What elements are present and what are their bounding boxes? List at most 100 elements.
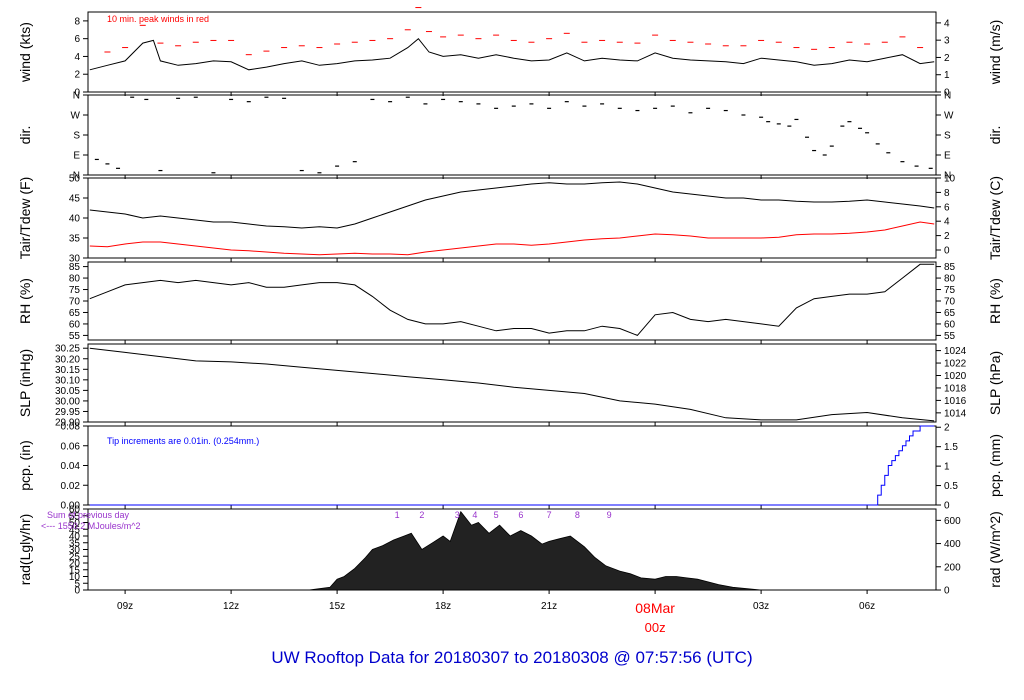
rad-sum-value: <--- 1550.2 MJoules/m^2 xyxy=(41,521,141,531)
right-tick-label: 2 xyxy=(944,423,950,434)
right-tick-label: 75 xyxy=(944,285,956,296)
right-tick-label: E xyxy=(944,151,951,162)
rad-marker-label: 7 xyxy=(547,510,552,520)
rh-series-line xyxy=(89,263,935,336)
right-tick-label: 1.5 xyxy=(944,442,958,453)
rad-marker-label: 9 xyxy=(607,510,612,520)
x-tick-label: 09z xyxy=(117,601,133,612)
right-tick-label: 2 xyxy=(944,231,950,242)
ylabel-right: pcp. (mm) xyxy=(987,434,1003,497)
figure-title: UW Rooftop Data for 20180307 to 20180308… xyxy=(271,648,753,667)
left-tick-label: 60 xyxy=(69,505,81,516)
wind-note: 10 min. peak winds in red xyxy=(107,14,209,24)
right-tick-label: 1016 xyxy=(944,396,967,407)
left-tick-label: 20 xyxy=(69,559,81,570)
left-tick-label: 0.06 xyxy=(61,441,81,452)
left-tick-label: 55 xyxy=(69,331,81,342)
left-tick-label: 80 xyxy=(69,274,81,285)
left-tick-label: 0.02 xyxy=(61,481,81,492)
right-tick-label: 60 xyxy=(944,319,956,330)
rad-series-area xyxy=(308,510,762,591)
left-tick-label: 30.10 xyxy=(55,375,80,386)
rad-marker-label: 8 xyxy=(575,510,580,520)
x-tick-label: 21z xyxy=(541,601,557,612)
right-tick-label: 2 xyxy=(944,53,950,64)
left-tick-label: 25 xyxy=(69,552,81,563)
left-tick-label: 0.08 xyxy=(61,422,81,433)
right-tick-label: 0.5 xyxy=(944,481,958,492)
left-tick-label: 65 xyxy=(69,308,81,319)
ylabel-left: Tair/Tdew (F) xyxy=(17,177,33,259)
panel-temp: Tair/Tdew (F) Tair/Tdew (C) 30 35 40 45 50 0 2 4 6… xyxy=(17,174,1003,265)
left-tick-label: 30.05 xyxy=(55,386,80,397)
left-tick-label: 35 xyxy=(69,538,81,549)
right-tick-label: N xyxy=(944,171,951,182)
date-label: 08Mar xyxy=(635,600,675,616)
right-tick-label: W xyxy=(944,111,954,122)
right-tick-label: 1 xyxy=(944,70,950,81)
ylabel-left: RH (%) xyxy=(17,278,33,324)
right-tick-label: 1 xyxy=(944,462,950,473)
left-tick-label: 45 xyxy=(69,525,81,536)
left-tick-label: 0 xyxy=(74,586,80,597)
right-tick-label: 70 xyxy=(944,297,956,308)
left-tick-label: 6 xyxy=(74,34,80,45)
left-tick-label: 50 xyxy=(69,174,81,185)
left-tick-label: 30.15 xyxy=(55,365,80,376)
right-tick-label: 3 xyxy=(944,36,950,47)
right-tick-label: 4 xyxy=(944,217,950,228)
panel-slp: SLP (inHg) SLP (hPa)29.9029.9530.0030.053… xyxy=(17,343,1003,429)
ylabel-right: RH (%) xyxy=(987,278,1003,324)
right-tick-label: 4 xyxy=(944,18,950,29)
x-axis: 09z 12z 15z 18z 21z 00z 03z 06z 08Mar xyxy=(117,600,875,635)
right-tick-label: 10 xyxy=(944,174,956,185)
right-tick-label: 600 xyxy=(944,516,961,527)
left-tick-label: 40 xyxy=(69,532,81,543)
right-tick-label: 1020 xyxy=(944,371,967,382)
x-tick-label: 18z xyxy=(435,601,451,612)
left-tick-label: 50 xyxy=(69,518,81,529)
tdew-series-line xyxy=(89,221,935,256)
ylabel-left: pcp. (in) xyxy=(17,440,33,491)
tair-series-line xyxy=(89,181,935,229)
left-tick-label: 5 xyxy=(74,579,80,590)
left-tick-label: 30.00 xyxy=(55,396,80,407)
ylabel-left: rad(Lgly/hr) xyxy=(17,514,33,586)
right-tick-label: 1024 xyxy=(944,346,967,357)
left-tick-label: 0 xyxy=(74,88,80,99)
right-tick-label: 0 xyxy=(944,586,950,597)
right-tick-label: 0 xyxy=(944,88,950,99)
left-tick-label: N xyxy=(73,171,80,182)
ylabel-left: SLP (inHg) xyxy=(17,349,33,417)
left-tick-label: S xyxy=(73,131,80,142)
left-tick-label: E xyxy=(73,151,80,162)
slp-series-line xyxy=(89,347,935,422)
right-tick-label: 55 xyxy=(944,331,956,342)
left-tick-label: 30.20 xyxy=(55,354,80,365)
panel-rad: rad(Lgly/hr) rad (W/m^2)05101520253035404… xyxy=(17,505,1003,597)
ylabel-right: rad (W/m^2) xyxy=(987,511,1003,588)
left-tick-label: 75 xyxy=(69,285,81,296)
left-tick-label: 29.90 xyxy=(55,418,80,429)
rad-marker-label: 2 xyxy=(419,510,424,520)
right-tick-label: 65 xyxy=(944,308,956,319)
left-tick-label: 29.95 xyxy=(55,407,80,418)
left-tick-label: 60 xyxy=(69,319,81,330)
panel-frame xyxy=(87,343,937,423)
panel-frame xyxy=(87,11,937,93)
left-tick-label: 0.00 xyxy=(61,501,81,512)
x-tick-label: 12z xyxy=(223,601,239,612)
right-tick-label: 1018 xyxy=(944,383,967,394)
right-tick-label: 85 xyxy=(944,262,956,273)
right-tick-label: 0 xyxy=(944,501,950,512)
panel-frame xyxy=(87,94,937,176)
left-tick-label: 35 xyxy=(69,234,81,245)
right-tick-label: 0 xyxy=(944,246,950,257)
left-tick-label: 10 xyxy=(69,572,81,583)
pcp-note: Tip increments are 0.01in. (0.254mm.) xyxy=(107,436,259,446)
left-tick-label: 15 xyxy=(69,565,81,576)
left-tick-label: 45 xyxy=(69,194,81,205)
